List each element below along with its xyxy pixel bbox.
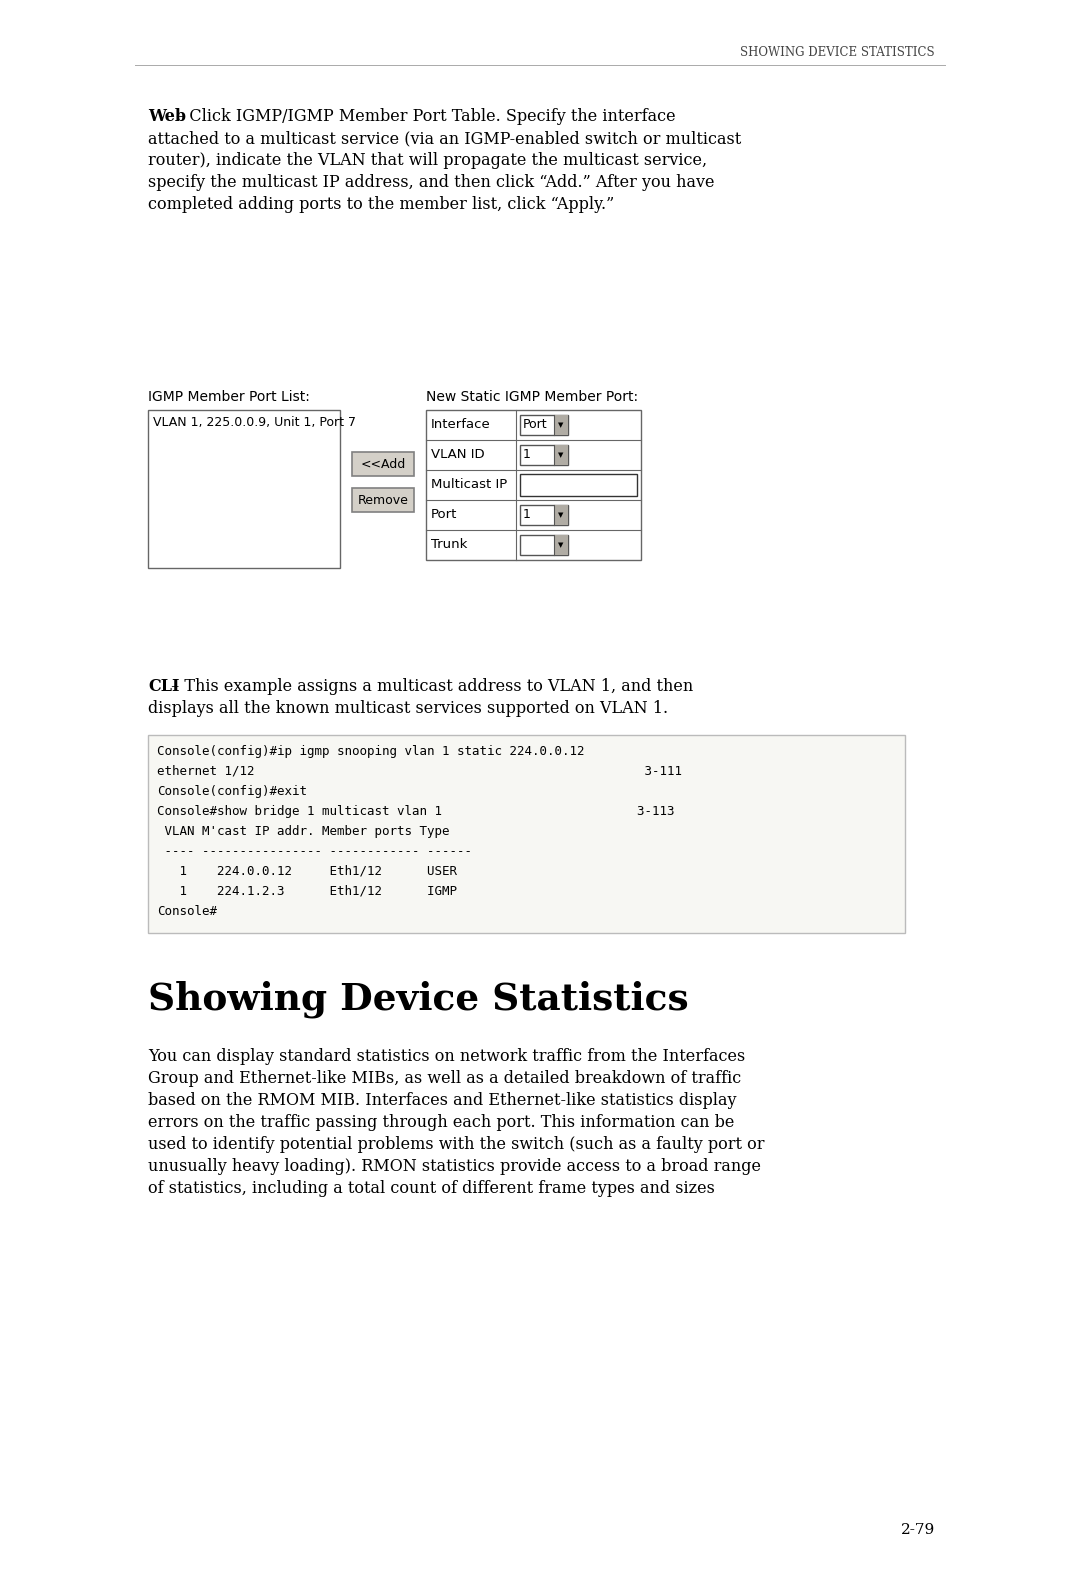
Bar bbox=[352, 488, 414, 512]
Text: New Static IGMP Member Port:: New Static IGMP Member Port: bbox=[426, 389, 638, 403]
Text: Console#show bridge 1 multicast vlan 1                          3-113: Console#show bridge 1 multicast vlan 1 3… bbox=[157, 805, 675, 818]
Text: – This example assigns a multicast address to VLAN 1, and then: – This example assigns a multicast addre… bbox=[166, 678, 693, 696]
Text: You can display standard statistics on network traffic from the Interfaces: You can display standard statistics on n… bbox=[148, 1049, 745, 1064]
Text: 1    224.1.2.3      Eth1/12      IGMP: 1 224.1.2.3 Eth1/12 IGMP bbox=[157, 885, 457, 898]
Bar bbox=[519, 444, 568, 465]
Bar bbox=[426, 410, 642, 560]
Bar bbox=[148, 735, 905, 933]
Text: Web: Web bbox=[148, 108, 186, 126]
Text: Console(config)#exit: Console(config)#exit bbox=[157, 785, 307, 798]
Text: based on the RMOM MIB. Interfaces and Ethernet-like statistics display: based on the RMOM MIB. Interfaces and Et… bbox=[148, 1093, 737, 1108]
Text: VLAN M'cast IP addr. Member ports Type: VLAN M'cast IP addr. Member ports Type bbox=[157, 824, 449, 838]
Text: CLI: CLI bbox=[148, 678, 179, 696]
Text: Interface: Interface bbox=[431, 419, 490, 432]
Text: Console(config)#ip igmp snooping vlan 1 static 224.0.0.12: Console(config)#ip igmp snooping vlan 1 … bbox=[157, 746, 584, 758]
Text: 1: 1 bbox=[523, 449, 531, 462]
Text: specify the multicast IP address, and then click “Add.” After you have: specify the multicast IP address, and th… bbox=[148, 174, 715, 192]
Bar bbox=[519, 535, 568, 556]
Text: ▼: ▼ bbox=[558, 542, 564, 548]
Text: router), indicate the VLAN that will propagate the multicast service,: router), indicate the VLAN that will pro… bbox=[148, 152, 707, 170]
Bar bbox=[519, 506, 568, 524]
Text: displays all the known multicast services supported on VLAN 1.: displays all the known multicast service… bbox=[148, 700, 669, 717]
Text: Port: Port bbox=[523, 419, 548, 432]
Text: Showing Device Statistics: Showing Device Statistics bbox=[148, 980, 689, 1017]
Bar bbox=[554, 444, 568, 465]
Bar bbox=[554, 506, 568, 524]
Text: VLAN 1, 225.0.0.9, Unit 1, Port 7: VLAN 1, 225.0.0.9, Unit 1, Port 7 bbox=[153, 416, 356, 429]
Text: 1: 1 bbox=[523, 509, 531, 521]
Text: Port: Port bbox=[431, 509, 457, 521]
Text: VLAN ID: VLAN ID bbox=[431, 449, 485, 462]
Bar bbox=[148, 410, 340, 568]
Text: ▼: ▼ bbox=[558, 452, 564, 458]
Text: 1    224.0.0.12     Eth1/12      USER: 1 224.0.0.12 Eth1/12 USER bbox=[157, 865, 457, 878]
Text: ---- ---------------- ------------ ------: ---- ---------------- ------------ -----… bbox=[157, 845, 472, 857]
Text: ▼: ▼ bbox=[558, 422, 564, 429]
Bar bbox=[554, 414, 568, 435]
Text: ethernet 1/12                                                    3-111: ethernet 1/12 3-111 bbox=[157, 765, 681, 779]
Text: IGMP Member Port List:: IGMP Member Port List: bbox=[148, 389, 310, 403]
Text: completed adding ports to the member list, click “Apply.”: completed adding ports to the member lis… bbox=[148, 196, 615, 214]
Text: ▼: ▼ bbox=[558, 512, 564, 518]
Text: – Click IGMP/IGMP Member Port Table. Specify the interface: – Click IGMP/IGMP Member Port Table. Spe… bbox=[171, 108, 676, 126]
Text: attached to a multicast service (via an IGMP-enabled switch or multicast: attached to a multicast service (via an … bbox=[148, 130, 741, 148]
Text: Group and Ethernet-like MIBs, as well as a detailed breakdown of traffic: Group and Ethernet-like MIBs, as well as… bbox=[148, 1071, 741, 1086]
Text: Console#: Console# bbox=[157, 904, 217, 918]
Text: SHOWING DEVICE STATISTICS: SHOWING DEVICE STATISTICS bbox=[741, 46, 935, 58]
Bar bbox=[519, 414, 568, 435]
Text: 2-79: 2-79 bbox=[901, 1523, 935, 1537]
Bar bbox=[554, 535, 568, 556]
Text: of statistics, including a total count of different frame types and sizes: of statistics, including a total count o… bbox=[148, 1181, 715, 1196]
Bar bbox=[352, 452, 414, 476]
Text: used to identify potential problems with the switch (such as a faulty port or: used to identify potential problems with… bbox=[148, 1137, 765, 1152]
Text: unusually heavy loading). RMON statistics provide access to a broad range: unusually heavy loading). RMON statistic… bbox=[148, 1159, 761, 1174]
Text: Remove: Remove bbox=[357, 493, 408, 507]
Text: errors on the traffic passing through each port. This information can be: errors on the traffic passing through ea… bbox=[148, 1115, 734, 1130]
Text: Trunk: Trunk bbox=[431, 539, 468, 551]
Bar bbox=[519, 474, 637, 496]
Text: <<Add: <<Add bbox=[361, 457, 406, 471]
Text: Multicast IP: Multicast IP bbox=[431, 479, 508, 491]
